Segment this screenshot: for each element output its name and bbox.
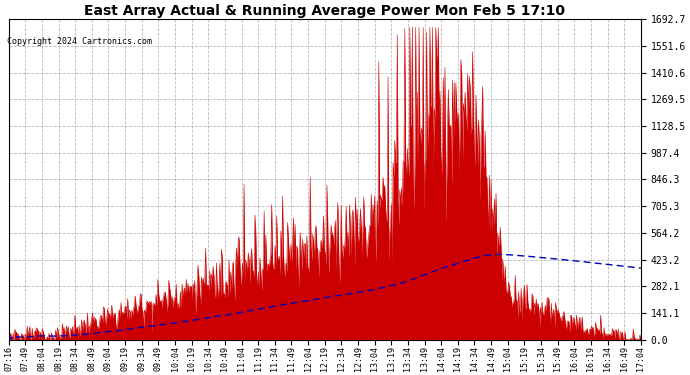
Text: Copyright 2024 Cartronics.com: Copyright 2024 Cartronics.com xyxy=(7,38,152,46)
Title: East Array Actual & Running Average Power Mon Feb 5 17:10: East Array Actual & Running Average Powe… xyxy=(84,4,565,18)
